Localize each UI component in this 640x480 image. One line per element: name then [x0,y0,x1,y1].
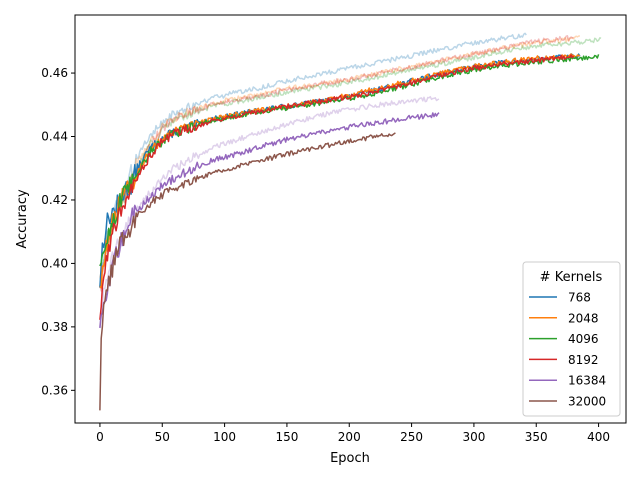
series-line-32000 [99,132,396,411]
series-line-faded-9 [99,35,574,292]
series-line-faded-8 [99,37,602,288]
y-tick-label: 0.36 [41,383,68,397]
x-tick-label: 100 [213,430,236,444]
series-line-faded-6 [99,32,527,280]
legend-label: 4096 [568,332,599,346]
series-line-8192 [99,54,575,320]
legend-label: 8192 [568,353,599,367]
legend-label: 32000 [568,395,606,409]
y-axis: 0.36 0.38 0.40 0.42 0.44 0.46 [41,66,75,397]
x-tick-label: 250 [400,430,423,444]
x-tick-label: 400 [587,430,610,444]
legend-label: 2048 [568,311,599,325]
x-tick-label: 300 [462,430,485,444]
x-tick-label: 350 [525,430,548,444]
series-line-faded-10 [99,95,440,327]
x-tick-label: 150 [275,430,298,444]
series-line-16384 [99,112,440,329]
y-tick-label: 0.44 [41,130,68,144]
legend-title: # Kernels [540,270,603,285]
y-tick-label: 0.38 [41,320,68,334]
series-layer [99,32,602,411]
legend-label: 16384 [568,374,606,388]
y-tick-label: 0.46 [41,66,68,80]
plot-frame [74,14,627,424]
x-tick-label: 200 [338,430,361,444]
x-axis-label: Epoch [330,451,370,466]
y-tick-label: 0.42 [41,193,68,207]
legend: # Kernels 768 2048 4096 8192 16384 32000 [522,261,621,417]
x-tick-label: 0 [96,430,104,444]
x-tick-label: 50 [155,430,170,444]
series-line-faded-7 [99,35,581,278]
legend-box [522,261,621,417]
legend-items: 768 2048 4096 8192 16384 32000 [529,291,606,409]
y-tick-label: 0.40 [41,256,68,270]
legend-label: 768 [568,291,591,305]
x-axis: 0 50 100 150 200 250 300 350 400 [96,423,610,444]
y-axis-label: Accuracy [15,189,30,249]
